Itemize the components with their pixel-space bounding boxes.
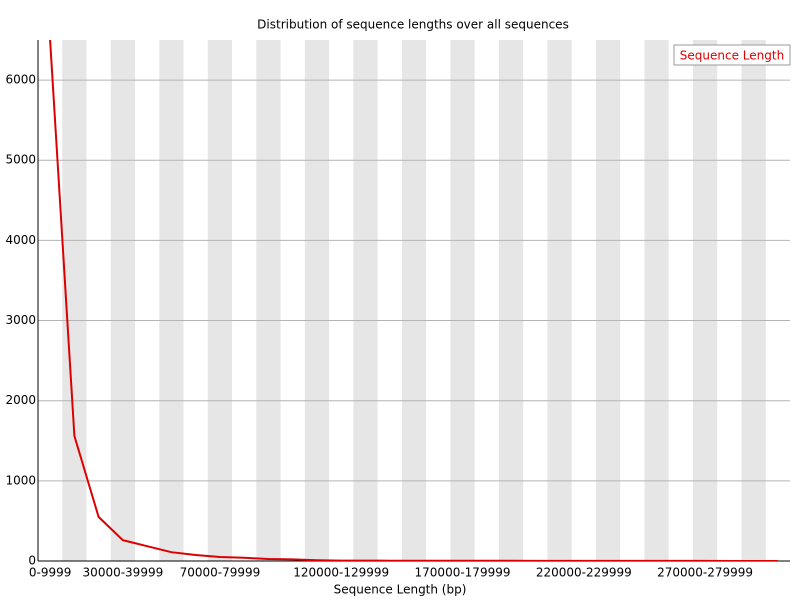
column-band bbox=[256, 40, 281, 561]
y-tick-label: 1000 bbox=[5, 473, 36, 487]
column-band bbox=[304, 40, 330, 561]
column-band bbox=[450, 40, 475, 561]
column-band bbox=[498, 40, 524, 561]
column-band bbox=[401, 40, 427, 561]
y-tick-label: 4000 bbox=[5, 233, 36, 247]
column-band bbox=[207, 40, 233, 561]
y-tick-label: 6000 bbox=[5, 73, 36, 87]
data-line bbox=[49, 40, 778, 561]
chart-title: Distribution of sequence lengths over al… bbox=[257, 18, 569, 32]
column-band bbox=[110, 40, 136, 561]
column-band bbox=[644, 40, 669, 561]
y-tick-label: 5000 bbox=[5, 153, 36, 167]
legend-label: Sequence Length bbox=[680, 49, 784, 63]
y-tick-label: 0 bbox=[28, 554, 36, 568]
column-band bbox=[353, 40, 378, 561]
x-tick-label: 30000-39999 bbox=[83, 566, 164, 580]
column-band bbox=[741, 40, 766, 561]
column-band bbox=[692, 40, 718, 561]
column-band bbox=[595, 40, 621, 561]
x-tick-label: 120000-129999 bbox=[293, 566, 389, 580]
y-tick-label: 2000 bbox=[5, 393, 36, 407]
x-tick-label: 0-9999 bbox=[29, 566, 72, 580]
column-band bbox=[547, 40, 572, 561]
x-tick-label: 220000-229999 bbox=[536, 566, 632, 580]
x-tick-label: 170000-179999 bbox=[415, 566, 511, 580]
x-axis-label: Sequence Length (bp) bbox=[334, 583, 467, 597]
legend-box bbox=[673, 44, 791, 66]
column-band bbox=[159, 40, 184, 561]
x-tick-label: 270000-279999 bbox=[657, 566, 753, 580]
x-tick-label: 70000-79999 bbox=[180, 566, 261, 580]
y-tick-label: 3000 bbox=[5, 313, 36, 327]
